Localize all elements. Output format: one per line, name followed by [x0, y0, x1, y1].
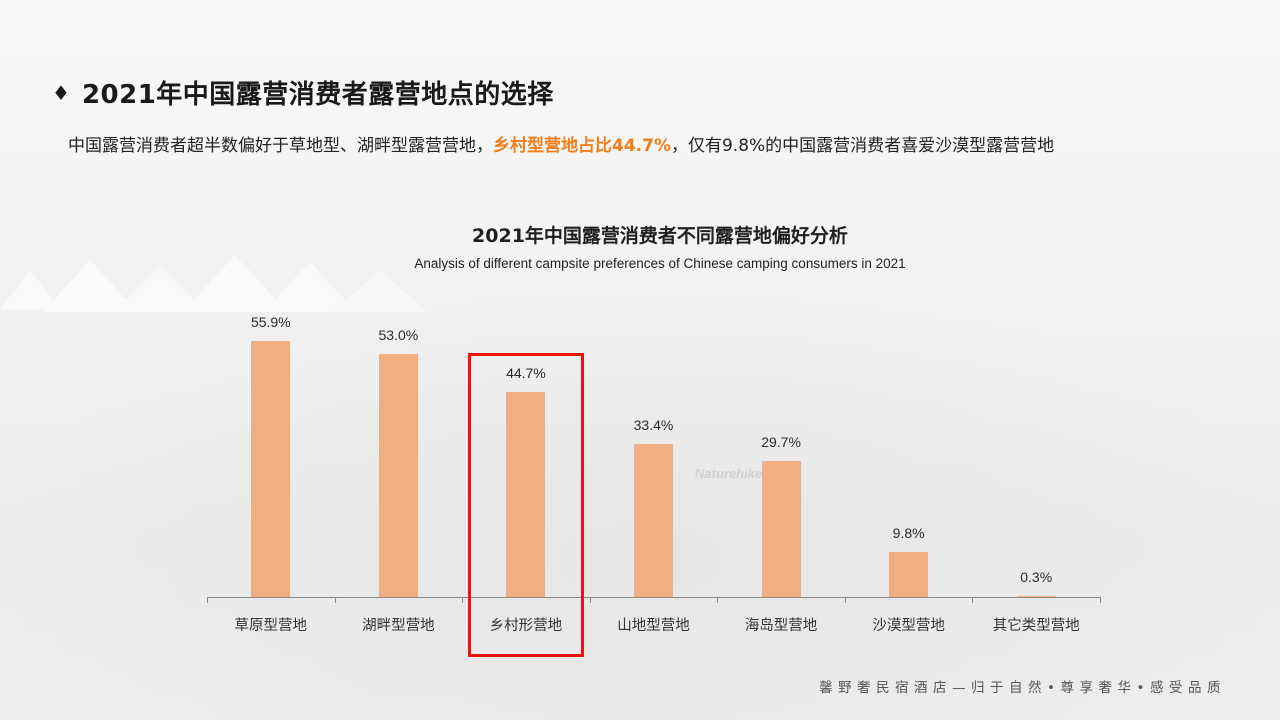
bar-chart: 55.9% 草原型营地 53.0% 湖畔型营地 44.7% 乡村形营地 33.4% 山地型营地… — [207, 300, 1101, 634]
page-header: ♦ 2021年中国露营消费者露营地点的选择 — [52, 74, 554, 111]
summary-text: 中国露营消费者超半数偏好于草地型、湖畔型露营营地，乡村型营地占比44.7%，仅有… — [68, 131, 1054, 156]
category-label: 沙漠型营地 — [872, 618, 945, 634]
brand-watermark: Naturehike — [695, 466, 763, 481]
x-axis-tick — [590, 597, 591, 603]
bar-value-label: 0.3% — [1020, 568, 1053, 585]
bar — [506, 392, 546, 597]
bar-value-label: 55.9% — [250, 314, 291, 330]
bar — [251, 341, 291, 597]
x-axis-tick — [335, 597, 336, 603]
category-label: 草原型营地 — [234, 618, 308, 634]
bar-value-label: 44.7% — [506, 365, 546, 382]
x-axis-tick — [845, 597, 846, 603]
x-axis-tick — [972, 597, 973, 603]
summary-part-1: 中国露营消费者超半数偏好于草地型、湖畔型露营营地， — [68, 136, 493, 156]
bar-value-label: 33.4% — [633, 417, 674, 434]
x-axis-tick — [462, 597, 463, 603]
bar — [889, 552, 929, 597]
tent-silhouettes — [0, 255, 480, 330]
diamond-icon: ♦ — [52, 80, 70, 105]
category-label: 其它类型营地 — [992, 618, 1080, 634]
footer-slogan: 馨野奢民宿酒店—归于自然•尊享奢华•感受品质 — [819, 680, 1226, 696]
page-title: 2021年中国露营消费者露营地点的选择 — [81, 80, 554, 110]
category-label: 海岛型营地 — [744, 618, 818, 634]
category-label: 乡村形营地 — [489, 618, 563, 634]
bar — [1016, 595, 1056, 597]
category-label: 湖畔型营地 — [362, 618, 435, 634]
chart-title: 2021年中国露营消费者不同露营地偏好分析 — [472, 225, 848, 247]
highlight-box — [468, 353, 584, 657]
chart-subtitle: Analysis of different campsite preferenc… — [414, 256, 906, 271]
x-axis-tick — [717, 597, 718, 603]
x-axis-tick — [207, 597, 208, 603]
bar — [378, 354, 418, 597]
bar-value-label: 29.7% — [761, 433, 801, 450]
x-axis-tick — [1100, 597, 1101, 603]
bar — [761, 461, 801, 597]
bar — [634, 444, 673, 597]
category-label: 山地型营地 — [617, 618, 690, 634]
summary-highlight: 乡村型营地占比44.7% — [493, 136, 671, 156]
x-axis — [207, 596, 1100, 598]
summary-part-2: ，仅有9.8%的中国露营消费者喜爱沙漠型露营营地 — [670, 136, 1055, 156]
bar-value-label: 53.0% — [378, 327, 419, 344]
bar-value-label: 9.8% — [892, 525, 925, 542]
